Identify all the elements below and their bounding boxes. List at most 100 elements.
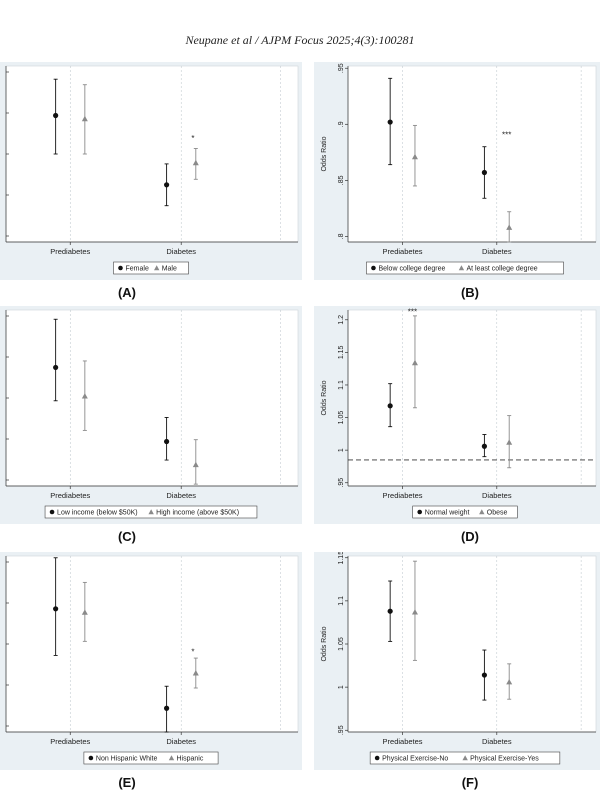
panel-label-d: (D)	[460, 529, 480, 544]
panel-a: Prediabetes Diabetes * Female Male	[0, 62, 302, 280]
legend-label: Male	[162, 266, 177, 273]
data-point-triangle	[411, 609, 418, 615]
significance-marker: *	[191, 648, 194, 657]
legend-marker-circle	[417, 509, 422, 515]
data-point-triangle	[506, 678, 513, 685]
legend: Normal weight Obese	[412, 505, 518, 519]
data-point-circle	[387, 119, 393, 125]
y-axis-label: Odds Ratio	[321, 626, 328, 661]
y-tick-label: .95	[338, 725, 345, 735]
legend: Female Male	[113, 261, 189, 275]
category-label: Diabetes	[166, 737, 196, 746]
data-point-triangle	[192, 670, 199, 676]
y-tick-label: 1.15	[338, 552, 345, 565]
plot-area	[347, 555, 597, 733]
data-point-triangle	[192, 461, 199, 468]
chart-e-svg: Prediabetes Diabetes * Non Hispanic White Hi…	[0, 552, 302, 770]
category-label: Diabetes	[482, 491, 512, 500]
plot-area	[5, 555, 299, 733]
chart-c-svg: Prediabetes Diabetes Low income (below $50…	[0, 306, 302, 524]
data-point-circle	[481, 169, 487, 176]
category-label: Prediabetes	[50, 247, 90, 256]
legend-label: Hispanic	[177, 756, 204, 763]
panel-e: Prediabetes Diabetes * Non Hispanic White Hi…	[0, 552, 302, 770]
data-point-triangle	[411, 153, 418, 160]
data-point-circle	[53, 364, 59, 371]
journal-header: Neupane et al / AJPM Focus 2025;4(3):100…	[185, 33, 415, 47]
y-tick-label: 1	[338, 685, 345, 689]
data-point-triangle	[411, 359, 418, 366]
legend-marker-triangle	[168, 755, 175, 761]
legend-label: Low income (below $50K)	[57, 510, 138, 517]
data-point-triangle	[81, 115, 88, 122]
category-label: Diabetes	[166, 247, 196, 256]
legend-box	[83, 751, 219, 765]
y-tick-label: .85	[338, 175, 345, 185]
plot-area	[347, 309, 597, 487]
category-label: Diabetes	[482, 247, 512, 256]
y-tick-label: 1	[338, 448, 345, 452]
legend-box	[366, 261, 564, 275]
legend-marker-circle	[118, 265, 123, 271]
y-tick-label: .95	[338, 478, 345, 488]
y-tick-label: .95	[338, 63, 345, 73]
legend-marker-circle	[88, 755, 94, 761]
chart-a-svg: Prediabetes Diabetes * Female Male	[0, 62, 302, 280]
y-tick-label: 1.2	[338, 315, 345, 325]
plot-area	[5, 65, 299, 243]
panel-b: .8 .85 .9 .95 Odds Ratio Prediabetes Diabetes *…	[314, 62, 600, 280]
legend-marker-circle	[49, 509, 55, 515]
data-point-circle	[53, 606, 59, 612]
y-tick-label: 1.15	[338, 345, 345, 359]
data-point-circle	[387, 608, 393, 614]
y-tick-label: 1.1	[338, 596, 345, 606]
significance-marker: *	[191, 134, 194, 143]
legend-marker-circle	[374, 755, 380, 761]
legend-label: Below college degree	[378, 266, 445, 273]
data-point-triangle	[192, 159, 199, 166]
data-point-triangle	[81, 609, 88, 615]
legend: Below college degree At least college deg…	[366, 261, 564, 275]
data-point-circle	[164, 705, 170, 711]
legend-label: Obese	[487, 510, 508, 517]
y-tick-label: 1.05	[338, 411, 345, 425]
legend-label: At least college degree	[466, 266, 537, 273]
legend-marker-triangle	[154, 265, 160, 271]
chart-d-svg: .95 1 1.05 1.1 1.15 1.2 Odds Ratio Prediabetes D…	[314, 306, 600, 524]
panel-label-a: (A)	[117, 285, 137, 300]
panel-d: .95 1 1.05 1.1 1.15 1.2 Odds Ratio Prediabetes D…	[314, 306, 600, 524]
data-point-triangle	[81, 393, 88, 399]
legend-marker-triangle	[458, 265, 465, 271]
significance-marker: ***	[502, 131, 511, 140]
y-tick-label: 1.05	[338, 637, 345, 651]
panel-label-f: (F)	[461, 775, 479, 790]
legend-label: Non Hispanic White	[96, 756, 158, 763]
plot-area	[5, 309, 299, 487]
category-label: Prediabetes	[50, 491, 90, 500]
significance-marker: ***	[408, 308, 417, 317]
category-label: Prediabetes	[383, 491, 423, 500]
legend: Non Hispanic White Hispanic	[83, 751, 219, 765]
data-point-circle	[481, 672, 487, 678]
legend-label: Physical Exercise-No	[382, 756, 448, 763]
panel-label-b: (B)	[460, 285, 480, 300]
panel-label-e: (E)	[118, 775, 136, 790]
category-label: Prediabetes	[383, 737, 423, 746]
y-axis-label: Odds Ratio	[321, 380, 328, 415]
chart-f-svg: .95 1 1.05 1.1 1.15 Odds Ratio Prediabetes Diab…	[314, 552, 600, 770]
y-axis-label: Odds Ratio	[321, 136, 328, 171]
legend-marker-circle	[371, 265, 376, 271]
data-point-circle	[164, 438, 170, 445]
legend-marker-triangle	[148, 509, 154, 515]
category-label: Prediabetes	[383, 247, 423, 256]
data-point-triangle	[506, 439, 513, 445]
legend-marker-triangle	[462, 755, 468, 761]
panel-f: .95 1 1.05 1.1 1.15 Odds Ratio Prediabetes Diab…	[314, 552, 600, 770]
legend: Physical Exercise-No Physical Exercise-Ye…	[369, 751, 561, 765]
y-tick-label: .8	[338, 233, 345, 239]
legend-label: High income (above $50K)	[156, 510, 239, 517]
y-tick-label: 1.1	[338, 380, 345, 390]
legend-label: Normal weight	[425, 510, 470, 517]
panel-label-c: (C)	[117, 529, 137, 544]
legend-box	[412, 505, 518, 519]
